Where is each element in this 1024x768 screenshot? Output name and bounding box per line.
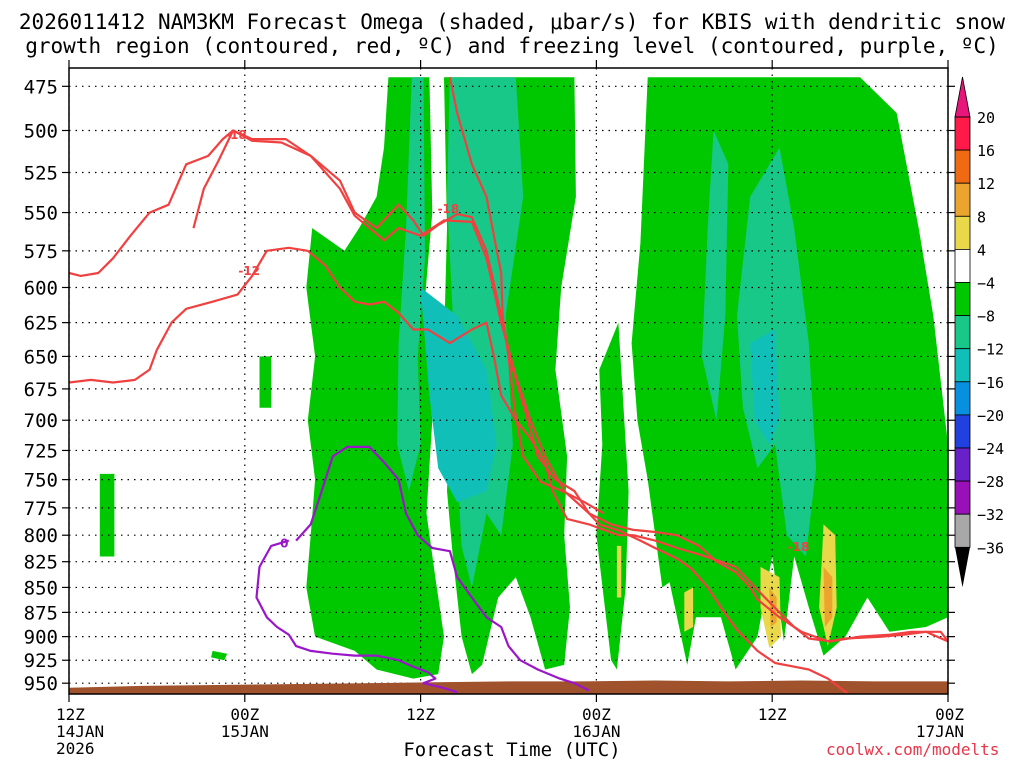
colorbar-segment: [954, 381, 971, 416]
colorbar-segment: [954, 248, 971, 283]
colorbar-tick-label: 4: [977, 241, 986, 259]
contour-label: -18: [438, 202, 460, 216]
x-tick-label: 15JAN: [221, 722, 269, 741]
contour-line-neg18: [192, 129, 850, 694]
omega-region-pos4: [684, 587, 694, 632]
colorbar-segment: [954, 182, 971, 217]
x-tick-label: 12Z: [758, 705, 787, 724]
contour-label: 0: [280, 537, 288, 551]
chart-title-line2: growth region (contoured, red, ºC) and f…: [25, 34, 999, 58]
colorbar-segment: [954, 513, 971, 548]
x-tick-label: 2026: [56, 739, 95, 758]
colorbar-tick-label: −36: [977, 539, 1004, 557]
y-tick-label: 900: [24, 627, 58, 649]
omega-region-neg4: [259, 356, 272, 408]
y-tick-label: 825: [24, 552, 58, 574]
omega-region-neg8: [397, 77, 425, 491]
colorbar-tick-label: 12: [977, 175, 995, 193]
omega-region-neg4: [211, 650, 228, 661]
x-tick-label: 12Z: [406, 705, 435, 724]
colorbar-top-triangle: [955, 77, 970, 117]
y-tick-label: 700: [24, 410, 58, 432]
y-tick-label: 650: [24, 346, 58, 368]
plot-frame: [68, 67, 949, 695]
x-tick-label: 12Z: [56, 705, 85, 724]
omega-region-neg4: [99, 473, 115, 557]
chart-title-line1: 2026011412 NAM3KM Forecast Omega (shaded…: [18, 10, 1006, 34]
y-tick-label: 600: [24, 277, 58, 299]
omega-region-neg8: [737, 147, 817, 557]
colorbar-tick-label: −20: [977, 407, 1004, 425]
colorbar-tick-label: −4: [977, 275, 995, 293]
colorbar-tick-label: −16: [977, 374, 1004, 392]
y-tick-label: 550: [24, 203, 58, 225]
contour-line-0: [255, 539, 458, 694]
colorbar-segment: [954, 149, 971, 184]
x-tick-label: 17JAN: [916, 722, 964, 741]
colorbar-segment: [954, 282, 971, 316]
x-axis-label: Forecast Time (UTC): [403, 739, 621, 761]
y-tick-label: 475: [24, 76, 58, 98]
contour-line-neg12: [69, 246, 948, 643]
contour-label: -18: [788, 540, 810, 554]
colorbar-bottom-triangle: [955, 547, 970, 588]
x-tick-label: 14JAN: [56, 722, 104, 741]
y-tick-label: 775: [24, 498, 58, 520]
omega-region-neg8: [701, 130, 729, 421]
contour-line-0: [295, 445, 590, 692]
y-tick-label: 750: [24, 470, 58, 492]
colorbar-segment: [954, 116, 971, 151]
x-tick-label: 00Z: [230, 705, 259, 724]
omega-region-neg12: [750, 329, 780, 445]
omega-region-neg12: [420, 287, 497, 503]
y-tick-label: 950: [24, 673, 58, 695]
x-tick-label: 16JAN: [572, 722, 620, 741]
omega-region-neg4: [596, 322, 629, 670]
colorbar-tick-label: 16: [977, 142, 995, 160]
colorbar-segment: [954, 447, 971, 482]
x-tick-label: 00Z: [935, 705, 964, 724]
contour-label: -12: [238, 264, 260, 278]
contour-line-neg12: [69, 129, 948, 643]
colorbar-top-outline: [954, 76, 971, 118]
colorbar-segment: [954, 414, 971, 449]
omega-region-pos4: [616, 545, 622, 598]
colorbar-tick-label: −24: [977, 440, 1004, 458]
y-tick-label: 675: [24, 379, 58, 401]
colorbar-tick-label: −12: [977, 341, 1004, 359]
colorbar-segment: [954, 480, 971, 515]
y-tick-label: 925: [24, 650, 58, 672]
y-tick-label: 575: [24, 241, 58, 263]
x-tick-label: 00Z: [582, 705, 611, 724]
colorbar-tick-label: 8: [977, 208, 986, 226]
plot-area: -18-18-18-120: [69, 68, 948, 694]
colorbar-segment: [954, 215, 971, 250]
credit-text: coolwx.com/modelts: [826, 740, 1000, 759]
omega-region-pos8: [823, 566, 833, 627]
y-tick-label: 850: [24, 577, 58, 599]
terrain-fill: [69, 680, 948, 694]
colorbar-tick-label: −8: [977, 308, 995, 326]
y-tick-label: 875: [24, 602, 58, 624]
colorbar-tick-label: 20: [977, 109, 995, 127]
y-tick-label: 800: [24, 525, 58, 547]
colorbar-segment: [954, 348, 971, 383]
y-tick-label: 625: [24, 313, 58, 335]
colorbar-tick-label: −28: [977, 473, 1004, 491]
y-tick-label: 500: [24, 120, 58, 142]
colorbar-tick-label: −32: [977, 506, 1004, 524]
colorbar-segment: [954, 315, 971, 350]
y-tick-label: 525: [24, 163, 58, 185]
y-tick-label: 725: [24, 440, 58, 462]
